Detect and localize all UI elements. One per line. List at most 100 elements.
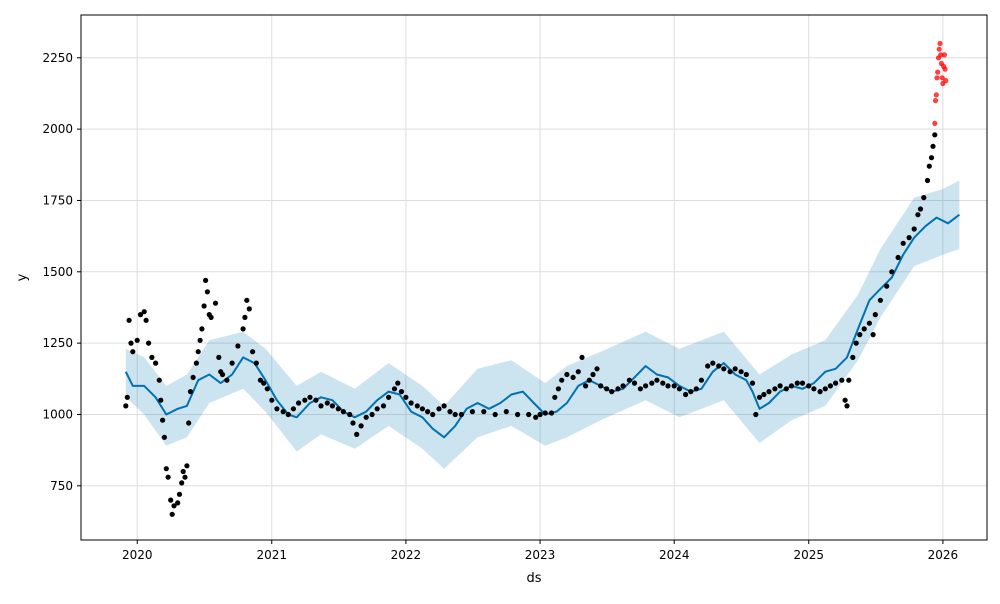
observed-point	[469, 409, 475, 415]
observed-point	[447, 409, 453, 415]
y-axis-label: y	[15, 273, 30, 281]
observed-point	[358, 423, 364, 429]
highlighted-point	[935, 69, 941, 75]
observed-point	[203, 277, 209, 283]
observed-point	[827, 383, 834, 389]
observed-point	[555, 386, 562, 392]
observed-point	[772, 386, 778, 392]
observed-point	[721, 366, 727, 372]
observed-point	[817, 389, 823, 395]
observed-point	[705, 363, 711, 369]
observed-point	[924, 177, 931, 184]
highlighted-point	[932, 98, 939, 104]
observed-point	[660, 380, 666, 386]
observed-point	[363, 414, 369, 420]
observed-point	[533, 414, 539, 420]
observed-point	[296, 400, 302, 406]
observed-point	[369, 411, 375, 418]
observed-point	[186, 420, 192, 426]
observed-point	[347, 411, 353, 418]
observed-point	[168, 497, 174, 503]
observed-point	[846, 377, 852, 383]
observed-point	[649, 380, 655, 386]
observed-point	[197, 337, 203, 343]
observed-point	[395, 380, 401, 386]
observed-point	[302, 397, 308, 403]
x-tick-label: 2026	[928, 548, 959, 562]
observed-point	[915, 212, 921, 218]
x-tick-label: 2020	[122, 548, 153, 562]
observed-point	[224, 377, 230, 383]
observed-point	[895, 254, 901, 261]
observed-point	[124, 394, 130, 400]
observed-point	[609, 389, 615, 395]
observed-point	[598, 383, 604, 389]
highlighted-points	[932, 40, 949, 126]
y-tick-label: 2250	[42, 51, 73, 65]
observed-point	[917, 206, 924, 212]
x-axis-ticks: 2020 2021 2022 2023 2024 2025 2026	[122, 540, 958, 562]
observed-point	[430, 411, 436, 418]
observed-point	[604, 386, 610, 392]
y-axis-ticks: 750 1000 1250 1500 1750 2000 2250	[42, 51, 81, 493]
observed-point	[665, 383, 671, 389]
observed-point	[240, 326, 246, 332]
observed-point	[492, 411, 498, 418]
observed-point	[654, 377, 660, 383]
observed-point	[374, 406, 380, 412]
observed-point	[128, 340, 134, 346]
observed-point	[615, 386, 621, 392]
observed-point	[671, 383, 677, 389]
observed-point	[777, 383, 783, 389]
observed-point	[246, 306, 252, 312]
observed-point	[716, 363, 722, 369]
observed-point	[195, 349, 201, 355]
highlighted-point	[936, 46, 942, 52]
observed-point	[756, 394, 763, 400]
y-tick-label: 750	[50, 479, 73, 493]
observed-point	[590, 371, 596, 378]
observed-point	[354, 431, 360, 437]
observed-point	[743, 371, 749, 378]
observed-point	[564, 371, 570, 378]
observed-point	[408, 400, 414, 406]
observed-point	[403, 394, 409, 400]
observed-point	[244, 297, 250, 303]
observed-point	[180, 468, 186, 475]
observed-point	[738, 369, 744, 375]
observed-point	[324, 400, 330, 406]
observed-point	[749, 380, 756, 386]
observed-point	[698, 377, 705, 383]
observed-point	[788, 383, 795, 389]
observed-point	[583, 383, 589, 389]
observed-point	[515, 411, 521, 418]
observed-point	[683, 391, 689, 398]
observed-point	[274, 406, 280, 412]
observed-point	[889, 269, 895, 275]
observed-point	[839, 377, 845, 383]
observed-point	[171, 503, 177, 509]
observed-point	[552, 394, 558, 400]
observed-point	[280, 409, 286, 415]
observed-point	[199, 326, 205, 332]
observed-point	[208, 314, 214, 320]
observed-point	[126, 317, 132, 323]
highlighted-point	[942, 66, 948, 72]
observed-point	[594, 366, 600, 372]
observed-point	[930, 143, 936, 149]
observed-point	[884, 283, 890, 289]
observed-point	[877, 297, 884, 303]
observed-point	[822, 386, 828, 392]
observed-point	[380, 403, 387, 409]
observed-point	[537, 411, 543, 418]
highlighted-point	[943, 78, 949, 84]
observed-point	[727, 369, 733, 375]
observed-point	[216, 354, 222, 360]
observed-point	[391, 386, 398, 392]
observed-point	[676, 386, 683, 392]
observed-point	[542, 410, 548, 416]
observed-point	[179, 480, 185, 486]
observed-point	[146, 340, 152, 346]
